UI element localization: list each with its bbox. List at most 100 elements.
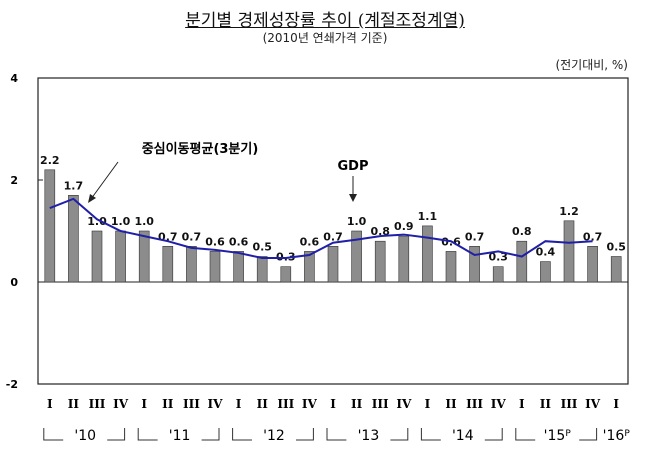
bar-value-label: 1.0 bbox=[87, 215, 107, 228]
bar-value-label: 0.5 bbox=[252, 241, 272, 254]
bar-value-label: 1.1 bbox=[418, 210, 438, 223]
x-tick-label: III bbox=[372, 397, 389, 411]
bar bbox=[563, 220, 575, 283]
x-tick-label: I bbox=[519, 397, 525, 411]
year-bracket-left bbox=[326, 428, 347, 441]
bar bbox=[516, 240, 528, 283]
y-tick-label: 4 bbox=[10, 72, 18, 85]
year-label: '16P bbox=[603, 428, 631, 444]
x-tick-label: III bbox=[89, 397, 106, 411]
x-tick-label: I bbox=[330, 397, 336, 411]
bar bbox=[610, 256, 622, 283]
bar bbox=[587, 246, 598, 283]
x-tick-label: IV bbox=[396, 397, 412, 411]
x-tick-label: III bbox=[277, 397, 294, 411]
bar bbox=[138, 230, 150, 283]
x-tick-label: IV bbox=[113, 397, 129, 411]
bar-value-label: 2.2 bbox=[40, 154, 60, 167]
bar-value-label: 0.7 bbox=[465, 230, 485, 243]
bar bbox=[186, 246, 197, 283]
annotation-arrow bbox=[90, 161, 119, 200]
bar bbox=[304, 251, 315, 283]
bar-value-label: 0.7 bbox=[182, 230, 202, 243]
year-bracket-left bbox=[232, 428, 252, 441]
bar bbox=[351, 230, 362, 283]
x-tick-label: II bbox=[162, 397, 174, 411]
bar bbox=[469, 246, 480, 283]
bar bbox=[91, 230, 103, 283]
bar bbox=[162, 246, 174, 283]
x-tick-label: I bbox=[141, 397, 147, 411]
bar-value-label: 0.4 bbox=[536, 246, 556, 259]
x-tick-label: II bbox=[351, 397, 363, 411]
bar-value-label: 1.2 bbox=[559, 205, 579, 218]
x-tick-label: IV bbox=[491, 397, 507, 411]
x-tick-label: IV bbox=[208, 397, 224, 411]
bar bbox=[445, 251, 457, 283]
bar-value-label: 1.7 bbox=[64, 179, 84, 192]
x-tick-label: I bbox=[613, 397, 619, 411]
moving-average-line bbox=[49, 197, 593, 260]
bar-value-label: 0.8 bbox=[512, 225, 532, 238]
bar bbox=[115, 230, 126, 283]
year-bracket-right bbox=[296, 428, 314, 441]
preliminary-mark: P bbox=[565, 429, 571, 439]
x-tick-label: II bbox=[257, 397, 269, 411]
plot-frame bbox=[37, 77, 629, 385]
year-bracket-left bbox=[137, 428, 158, 441]
bar-value-label: 0.7 bbox=[323, 230, 343, 243]
bar bbox=[492, 266, 504, 283]
bar bbox=[68, 195, 79, 283]
x-tick-label: III bbox=[561, 397, 578, 411]
bar bbox=[233, 251, 244, 283]
year-label: '14 bbox=[452, 428, 474, 444]
bar-value-label: 1.0 bbox=[111, 215, 131, 228]
bar bbox=[209, 251, 221, 283]
bar-value-label: 0.3 bbox=[488, 251, 508, 264]
year-bracket-left bbox=[43, 428, 64, 441]
year-bracket-right bbox=[201, 428, 220, 441]
year-label: '13 bbox=[358, 428, 380, 444]
x-tick-label: IV bbox=[585, 397, 601, 411]
chart-title: 분기별 경제성장률 추이 (계절조정계열) bbox=[185, 11, 465, 31]
year-label: '10 bbox=[74, 428, 96, 444]
arrowhead-icon bbox=[88, 194, 96, 203]
y-tick-label: 2 bbox=[10, 174, 18, 187]
bar-value-label: 0.7 bbox=[583, 230, 603, 243]
x-tick-label: III bbox=[183, 397, 200, 411]
year-bracket-right bbox=[484, 428, 503, 441]
x-tick-label: I bbox=[425, 397, 431, 411]
year-label: '15P bbox=[544, 428, 572, 444]
year-bracket-right bbox=[579, 428, 598, 441]
year-bracket-left bbox=[420, 428, 441, 441]
year-label: '11 bbox=[169, 428, 191, 444]
year-label: '12 bbox=[263, 428, 285, 444]
bar-value-label: 0.5 bbox=[606, 241, 626, 254]
gdp-annotation: GDP bbox=[338, 159, 369, 174]
chart-subtitle: (2010년 연쇄가격 기준) bbox=[262, 31, 388, 45]
x-tick-label: II bbox=[445, 397, 457, 411]
bar bbox=[540, 261, 551, 283]
year-bracket-right bbox=[390, 428, 409, 441]
bar bbox=[398, 235, 410, 283]
preliminary-mark: P bbox=[624, 429, 630, 439]
bar-value-label: 0.9 bbox=[394, 220, 414, 233]
x-tick-label: II bbox=[540, 397, 552, 411]
bar bbox=[256, 256, 268, 283]
moving-average-annotation: 중심이동평균(3분기) bbox=[142, 141, 259, 157]
unit-label: (전기대비, %) bbox=[555, 58, 628, 72]
x-tick-label: I bbox=[236, 397, 242, 411]
bar bbox=[422, 225, 433, 283]
y-tick-label: -2 bbox=[6, 378, 18, 391]
bar bbox=[374, 240, 386, 283]
bar bbox=[327, 246, 339, 283]
bar-value-label: 0.6 bbox=[205, 235, 225, 248]
year-bracket-right bbox=[107, 428, 126, 441]
x-tick-label: II bbox=[68, 397, 80, 411]
x-tick-label: I bbox=[47, 397, 53, 411]
arrowhead-icon bbox=[349, 194, 357, 202]
x-tick-label: III bbox=[466, 397, 483, 411]
year-bracket-left bbox=[515, 428, 536, 441]
